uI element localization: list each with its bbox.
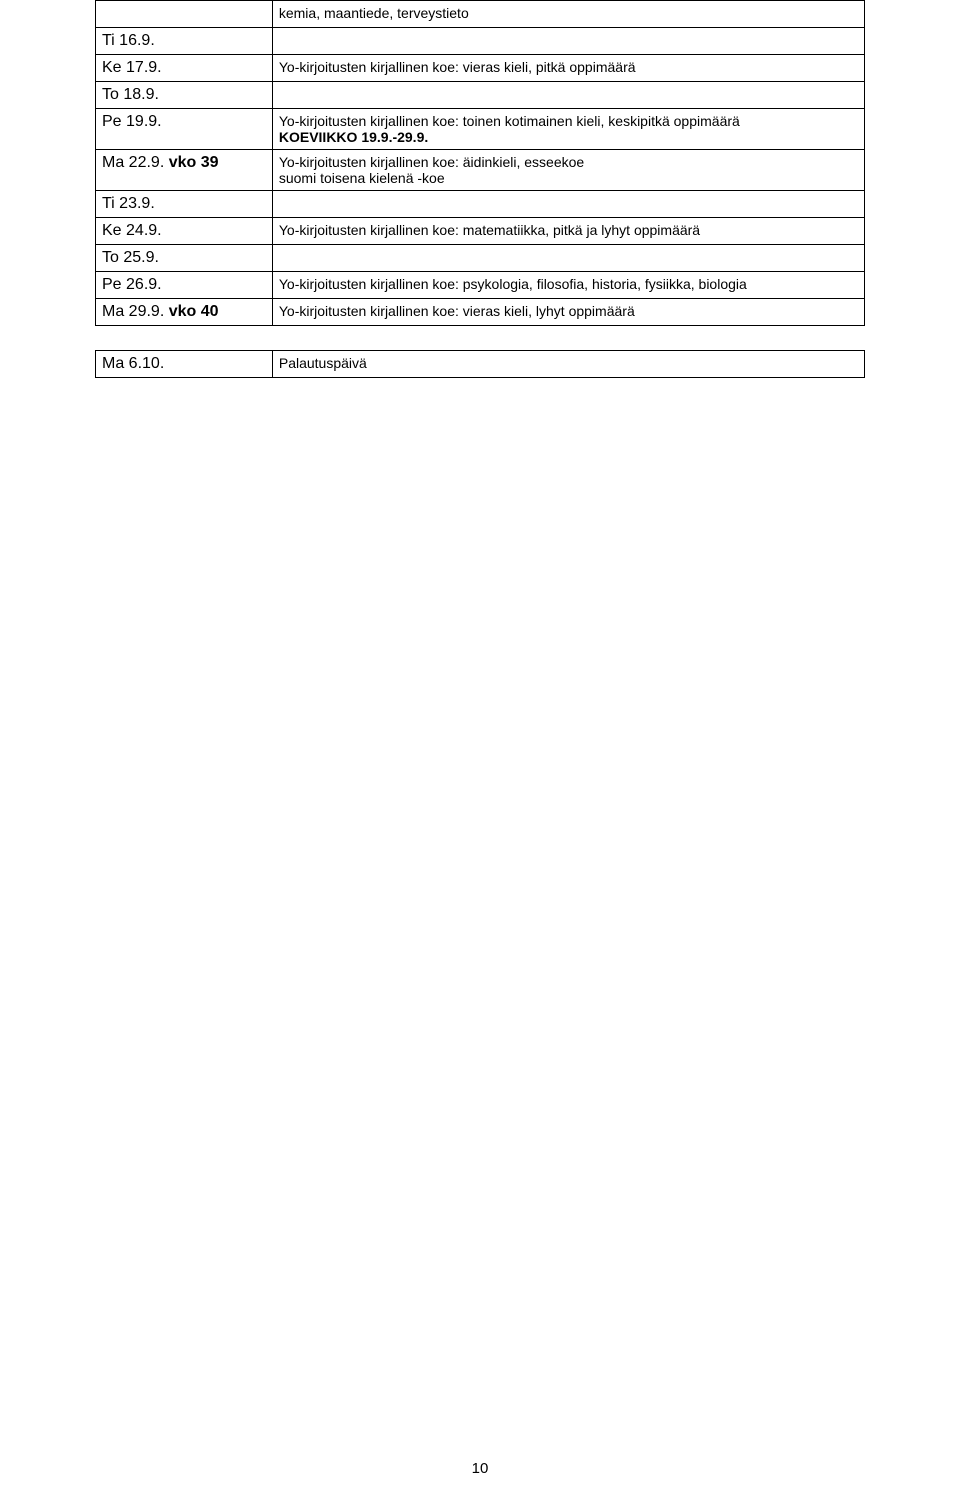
table-row: Ti 16.9.: [96, 28, 865, 55]
date-cell: Ti 16.9.: [96, 28, 273, 55]
table-row: Ke 24.9.Yo-kirjoitusten kirjallinen koe:…: [96, 218, 865, 245]
date-cell: Ma 22.9. vko 39: [96, 150, 273, 191]
date-cell: Pe 19.9.: [96, 109, 273, 150]
table-row: To 18.9.: [96, 82, 865, 109]
description-cell: kemia, maantiede, terveystieto: [272, 1, 864, 28]
date-cell: To 25.9.: [96, 245, 273, 272]
table-row: Ke 17.9.Yo-kirjoitusten kirjallinen koe:…: [96, 55, 865, 82]
description-cell: Yo-kirjoitusten kirjallinen koe: matemat…: [272, 218, 864, 245]
description-cell: Yo-kirjoitusten kirjallinen koe: äidinki…: [272, 150, 864, 191]
date-cell: To 18.9.: [96, 82, 273, 109]
date-cell: Pe 26.9.: [96, 272, 273, 299]
table-row: kemia, maantiede, terveystieto: [96, 1, 865, 28]
date-cell: Ma 29.9. vko 40: [96, 299, 273, 326]
description-cell: Palautuspäivä: [272, 351, 864, 378]
table-row: Ma 6.10.Palautuspäivä: [96, 351, 865, 378]
description-cell: [272, 191, 864, 218]
table-row: To 25.9.: [96, 245, 865, 272]
table-row: Ma 22.9. vko 39Yo-kirjoitusten kirjallin…: [96, 150, 865, 191]
description-cell: [272, 28, 864, 55]
date-cell: Ma 6.10.: [96, 351, 273, 378]
date-cell: [96, 1, 273, 28]
description-cell: [272, 245, 864, 272]
table-row: Pe 19.9.Yo-kirjoitusten kirjallinen koe:…: [96, 109, 865, 150]
description-cell: [272, 82, 864, 109]
description-cell: Yo-kirjoitusten kirjallinen koe: psykolo…: [272, 272, 864, 299]
description-cell: Yo-kirjoitusten kirjallinen koe: vieras …: [272, 299, 864, 326]
description-cell: Yo-kirjoitusten kirjallinen koe: toinen …: [272, 109, 864, 150]
date-cell: Ke 24.9.: [96, 218, 273, 245]
table-row: Ti 23.9.: [96, 191, 865, 218]
date-cell: Ke 17.9.: [96, 55, 273, 82]
table-row: Ma 29.9. vko 40Yo-kirjoitusten kirjallin…: [96, 299, 865, 326]
description-cell: Yo-kirjoitusten kirjallinen koe: vieras …: [272, 55, 864, 82]
schedule-table-2: Ma 6.10.Palautuspäivä: [95, 350, 865, 378]
page-number: 10: [0, 1460, 960, 1477]
table-row: Pe 26.9.Yo-kirjoitusten kirjallinen koe:…: [96, 272, 865, 299]
date-cell: Ti 23.9.: [96, 191, 273, 218]
schedule-table-1: kemia, maantiede, terveystietoTi 16.9. K…: [95, 0, 865, 326]
